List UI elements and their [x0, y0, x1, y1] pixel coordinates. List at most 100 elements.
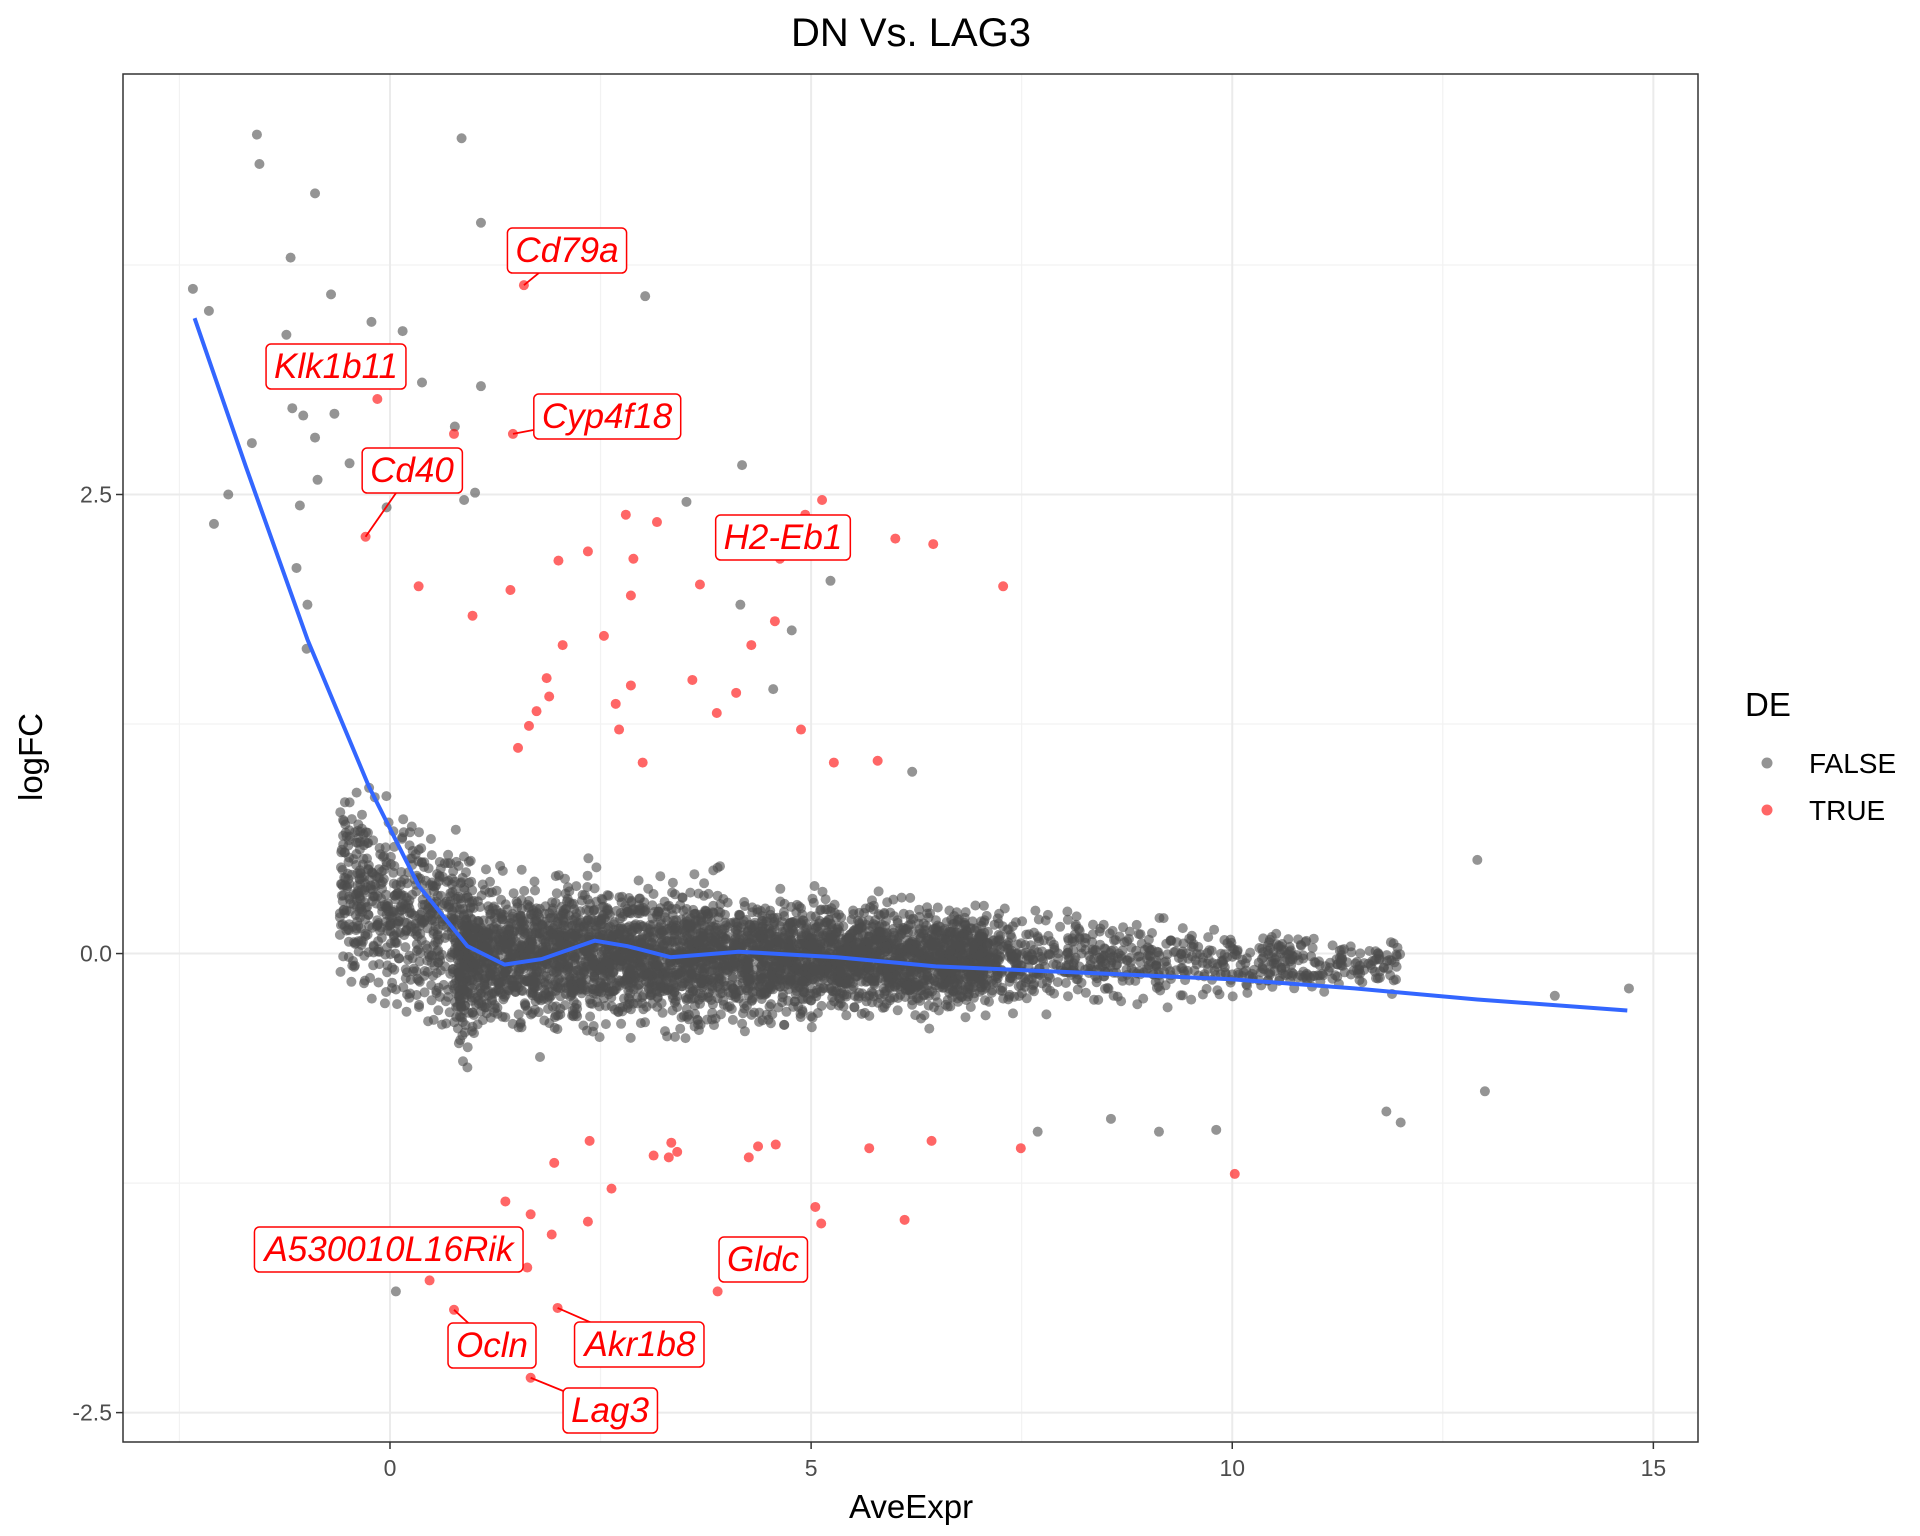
point-de-false: [338, 890, 349, 901]
point-de-false: [892, 1005, 903, 1016]
point-de-false: [635, 919, 646, 930]
point-de-false: [963, 984, 974, 995]
point-de-false: [344, 906, 355, 917]
point-de-false: [1276, 964, 1287, 975]
point-de-false: [697, 931, 708, 942]
point-de-false: [368, 835, 379, 846]
point-de-false: [529, 944, 539, 955]
point-de-false: [1116, 953, 1127, 964]
point-de-false: [655, 871, 666, 882]
point-de-false: [364, 920, 375, 931]
point-de-false: [537, 944, 548, 955]
point-de-false: [483, 901, 494, 912]
point-de-false: [372, 919, 383, 930]
point-de-false: [468, 903, 479, 913]
point-de-false: [450, 824, 461, 835]
point-de-false: [1092, 973, 1103, 984]
point-de-false: [667, 877, 678, 888]
point-de-false: [335, 807, 346, 818]
point-de-false: [398, 890, 409, 901]
point-de-false: [923, 1000, 934, 1011]
point-de-false: [924, 985, 935, 996]
point-de-false: [675, 1023, 686, 1034]
point-de-false: [457, 1017, 468, 1028]
point-de-false: [675, 900, 686, 910]
point-de-false: [913, 918, 924, 929]
point-de-false: [567, 1005, 578, 1016]
point-de-false: [404, 992, 415, 1003]
point-de-false: [342, 882, 352, 893]
point-de-false: [580, 945, 591, 956]
point-de-false: [338, 951, 349, 962]
point-de-false: [519, 916, 529, 927]
point-de-false: [1177, 923, 1188, 934]
point-de-false: [814, 915, 825, 926]
point-de-false: [1355, 948, 1366, 959]
point-de-false: [757, 911, 768, 922]
point-de-false: [477, 1015, 488, 1026]
point-de-false: [718, 995, 729, 1006]
point-de-false: [588, 954, 599, 965]
point-de-false: [737, 1018, 748, 1029]
point-de-false: [1178, 966, 1189, 977]
point-de-false: [387, 983, 397, 993]
point-de-false: [914, 904, 925, 915]
point-de-false: [980, 995, 990, 1006]
point-de-false: [463, 856, 474, 867]
point-de-false: [500, 1012, 511, 1023]
point-de-false: [591, 988, 602, 999]
point-de-false: [470, 922, 481, 933]
point-de-false: [382, 960, 393, 971]
point-de-false: [426, 995, 437, 1006]
point-de-false: [390, 894, 401, 905]
point-de-false: [388, 867, 399, 878]
point-de-false: [727, 1014, 738, 1025]
point-de-false: [338, 814, 349, 825]
point-de-false: [749, 920, 760, 931]
point-de-false: [962, 930, 973, 941]
point-de-false: [807, 1012, 818, 1023]
point-de-false: [685, 887, 696, 898]
point-de-false: [1204, 945, 1215, 956]
point-de-false: [443, 984, 453, 995]
point-de-false: [400, 964, 411, 975]
point-de-false: [1142, 942, 1153, 953]
point-de-false: [467, 1007, 478, 1018]
point-de-false: [1203, 932, 1214, 943]
point-de-false: [738, 998, 749, 1009]
point-de-false: [846, 914, 857, 925]
point-de-false: [994, 935, 1005, 946]
point-de-false: [629, 969, 640, 980]
point-de-false: [344, 797, 355, 808]
point-de-false: [873, 886, 884, 897]
point-de-false: [777, 938, 788, 949]
point-de-false: [715, 861, 725, 872]
point-de-false: [765, 909, 776, 920]
point-de-false: [1177, 990, 1188, 1001]
point-de-false: [367, 896, 378, 907]
point-de-false: [459, 920, 470, 931]
point-de-false: [470, 993, 480, 1003]
point-de-false: [538, 930, 549, 941]
point-de-false: [489, 1000, 500, 1010]
point-de-false: [1162, 1002, 1173, 1013]
point-de-false: [712, 965, 723, 976]
point-de-false: [670, 1031, 680, 1042]
point-de-false: [928, 924, 939, 935]
point-de-false: [1382, 956, 1393, 967]
point-de-false: [582, 870, 593, 881]
point-de-false: [676, 981, 687, 992]
point-de-false: [589, 883, 600, 894]
point-de-false: [398, 982, 409, 993]
point-de-false: [943, 977, 954, 988]
point-de-false: [443, 992, 454, 1002]
point-de-false: [445, 968, 456, 979]
point-de-false: [663, 900, 674, 911]
point-de-false: [673, 946, 684, 957]
point-de-false: [706, 981, 717, 992]
point-de-false: [399, 874, 410, 885]
point-de-false: [947, 955, 958, 966]
point-de-false: [662, 1031, 673, 1042]
point-de-false: [530, 885, 540, 896]
point-de-false: [365, 972, 375, 983]
